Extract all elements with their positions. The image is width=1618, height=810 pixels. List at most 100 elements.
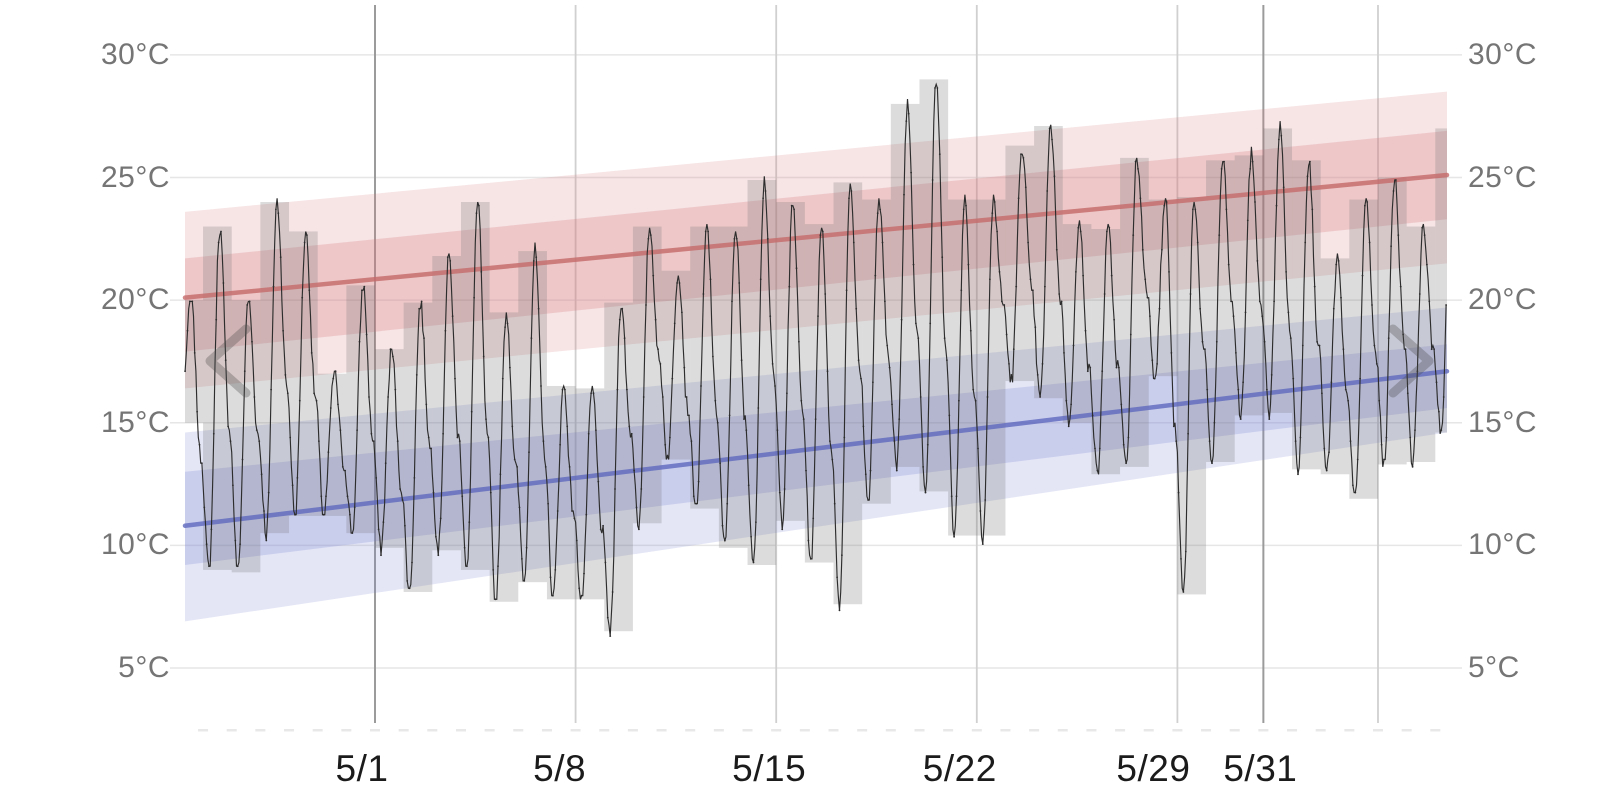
hourly-point: [544, 466, 547, 468]
hourly-point: [962, 208, 965, 211]
hourly-point: [876, 212, 879, 215]
x-axis-label-5/15: 5/15: [732, 748, 807, 789]
hourly-point: [702, 293, 705, 295]
hourly-point: [451, 315, 454, 317]
hourly-point: [458, 440, 461, 442]
hourly-point: [552, 594, 554, 597]
hourly-point: [984, 499, 987, 501]
hourly-point: [1421, 226, 1424, 229]
y-axis-label-20-left: 20°C: [100, 283, 170, 317]
hourly-point: [394, 388, 397, 391]
hourly-point: [950, 495, 953, 498]
hourly-point: [1070, 403, 1072, 406]
hourly-point: [1113, 318, 1115, 321]
hourly-point: [872, 381, 874, 384]
hourly-point: [377, 528, 380, 531]
hourly-point: [1101, 370, 1104, 373]
hourly-point: [1139, 197, 1142, 200]
hourly-point: [704, 230, 707, 233]
hourly-point: [919, 396, 922, 398]
hourly-point: [1297, 473, 1299, 476]
previous-period-button[interactable]: [201, 322, 253, 400]
hourly-point: [432, 491, 435, 494]
hourly-point: [1428, 300, 1431, 303]
hourly-point: [981, 543, 984, 545]
hourly-point: [1366, 201, 1369, 203]
hourly-point: [805, 469, 807, 472]
hourly-point: [946, 359, 948, 362]
hourly-point: [778, 491, 781, 494]
day-tick: [255, 729, 266, 732]
hourly-point: [602, 524, 604, 527]
hourly-point: [1039, 396, 1041, 398]
hourly-point: [1361, 274, 1364, 277]
hourly-point: [1418, 293, 1421, 295]
day-tick: [398, 729, 409, 732]
normal-high-mean-line: [182, 172, 1450, 300]
hourly-point: [1029, 278, 1032, 281]
hourly-point: [692, 495, 695, 498]
hourly-point: [561, 388, 564, 391]
hourly-point: [1249, 168, 1252, 170]
hourly-point: [361, 289, 363, 292]
hourly-point: [1032, 289, 1034, 292]
hourly-point: [712, 355, 714, 358]
hourly-point: [633, 469, 635, 472]
hourly-point: [1309, 160, 1311, 163]
hourly-point: [518, 506, 521, 509]
hourly-point: [1184, 550, 1187, 553]
hourly-point: [745, 429, 748, 431]
hourly-point: [1364, 204, 1366, 207]
hourly-point: [1342, 348, 1345, 351]
hourly-point: [308, 289, 311, 292]
hourly-point: [1020, 153, 1022, 156]
hourly-point: [1137, 168, 1139, 170]
day-tick: [828, 729, 839, 732]
daily-range-bar-5/8: [575, 388, 605, 600]
hourly-point: [719, 462, 721, 465]
hourly-point: [814, 418, 817, 420]
hourly-point: [972, 388, 975, 391]
hourly-point: [833, 502, 836, 505]
hourly-point: [989, 278, 991, 281]
hourly-point: [991, 212, 994, 215]
hourly-point: [977, 447, 979, 450]
hourly-point: [365, 333, 368, 336]
hourly-point: [191, 300, 194, 303]
hourly-point: [1246, 219, 1249, 222]
day-tick: [885, 729, 896, 732]
hourly-point: [1146, 296, 1149, 299]
hourly-point: [523, 580, 526, 582]
hourly-point: [425, 403, 428, 406]
day-tick: [312, 729, 323, 732]
hourly-point: [389, 348, 392, 351]
hourly-point: [621, 307, 624, 310]
hourly-point: [852, 241, 855, 244]
hourly-point: [1046, 190, 1049, 192]
day-tick: [656, 729, 667, 732]
day-tick: [1430, 729, 1441, 732]
hourly-point: [1125, 462, 1127, 465]
hourly-point: [382, 521, 385, 523]
day-tick: [484, 729, 495, 732]
hourly-point: [351, 532, 354, 534]
hourly-point: [454, 377, 456, 380]
hourly-point: [1237, 388, 1240, 391]
hourly-point: [346, 495, 349, 498]
hourly-point: [506, 322, 509, 325]
hourly-point: [1108, 226, 1111, 229]
hourly-point: [967, 263, 970, 266]
hourly-point: [955, 495, 958, 498]
next-period-button[interactable]: [1386, 322, 1438, 400]
normal-high-inner-band: [185, 130, 1447, 352]
hourly-point: [384, 462, 387, 465]
y-axis-label-20-right: 20°C: [1468, 283, 1538, 317]
hourly-point: [437, 554, 440, 557]
hourly-point: [542, 440, 545, 442]
hourly-point: [587, 432, 590, 435]
hourly-point: [915, 322, 917, 325]
hourly-point: [1075, 271, 1077, 273]
hourly-point: [358, 340, 361, 343]
